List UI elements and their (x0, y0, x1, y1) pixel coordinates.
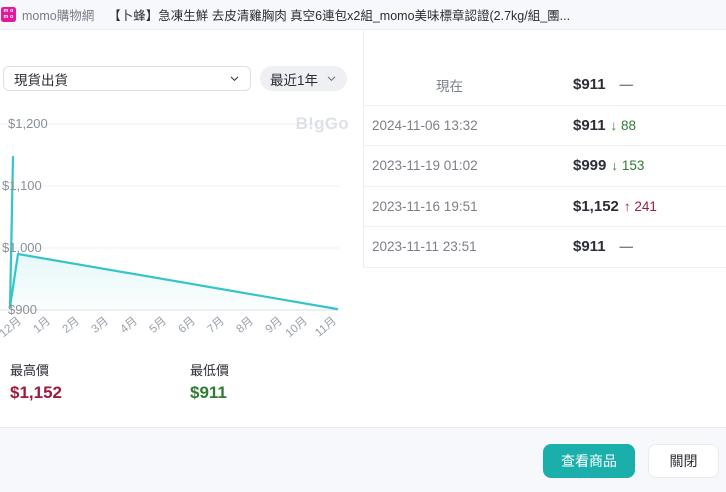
svg-text:2月: 2月 (60, 315, 81, 336)
svg-text:$1,000: $1,000 (2, 240, 42, 255)
svg-text:5月: 5月 (147, 315, 168, 336)
svg-text:12月: 12月 (0, 315, 24, 340)
svg-text:4月: 4月 (118, 315, 139, 336)
svg-text:11月: 11月 (313, 315, 339, 339)
svg-text:8月: 8月 (234, 315, 255, 336)
svg-text:10月: 10月 (284, 315, 310, 340)
svg-text:$1,200: $1,200 (8, 116, 48, 131)
svg-text:7月: 7月 (205, 315, 226, 336)
svg-text:6月: 6月 (176, 315, 197, 336)
svg-text:$1,100: $1,100 (2, 178, 42, 193)
svg-text:1月: 1月 (31, 315, 52, 336)
svg-text:3月: 3月 (89, 315, 110, 336)
svg-text:$900: $900 (8, 302, 37, 317)
svg-text:9月: 9月 (263, 315, 284, 336)
